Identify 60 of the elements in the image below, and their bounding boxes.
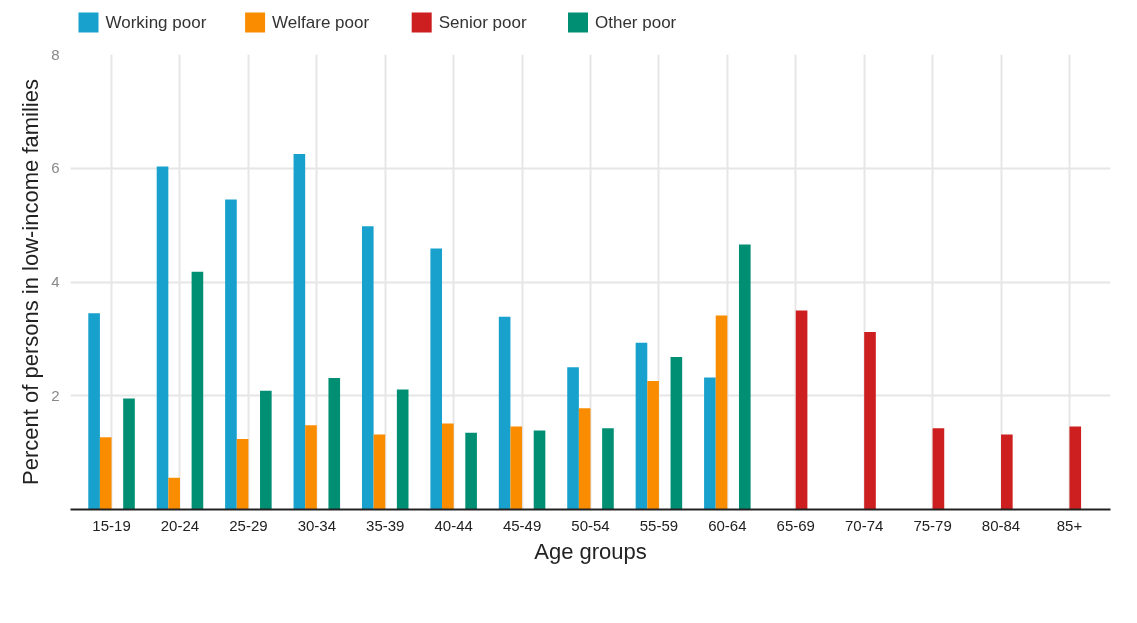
bar	[670, 357, 683, 510]
bar	[498, 316, 511, 510]
bar	[396, 389, 409, 510]
bar	[260, 390, 272, 510]
bar	[430, 248, 443, 510]
y-axis-title: Percent of persons in low-income families	[18, 79, 44, 485]
bar	[1001, 434, 1013, 510]
bar	[932, 428, 945, 510]
x-tick-label: 50-54	[571, 516, 610, 534]
bar	[305, 425, 317, 510]
x-tick-label: 20-24	[160, 516, 200, 534]
legend-label: Working poor	[105, 13, 207, 32]
bar	[293, 154, 306, 510]
x-tick-label: 45-49	[502, 516, 542, 534]
x-tick-label: 35-39	[366, 516, 405, 534]
x-tick-label: 75-79	[913, 516, 952, 534]
bar	[191, 271, 204, 510]
bar	[361, 226, 374, 510]
x-tick-label: 60-64	[708, 516, 747, 534]
bar	[225, 199, 237, 510]
y-tick-label: 2	[51, 386, 60, 404]
bar	[123, 398, 135, 510]
bar	[578, 408, 591, 510]
legend-label: Welfare poor	[272, 13, 370, 32]
bar	[88, 313, 100, 510]
y-tick-label: 6	[51, 159, 60, 177]
bar	[647, 380, 659, 510]
x-tick-label: 70-74	[845, 516, 884, 534]
x-tick-label: 30-34	[297, 516, 337, 534]
x-tick-label: 15-19	[92, 516, 131, 534]
bar	[704, 377, 716, 510]
bar	[738, 244, 751, 510]
bar	[795, 310, 808, 510]
bar	[864, 332, 876, 510]
bar	[373, 434, 386, 510]
bar	[465, 432, 477, 510]
bar	[715, 315, 728, 510]
x-tick-label: 65-69	[776, 516, 815, 534]
x-tick-label: 25-29	[229, 516, 268, 534]
x-axis-title: Age groups	[534, 538, 647, 564]
x-tick-label: 80-84	[981, 516, 1021, 534]
y-tick-label: 8	[51, 45, 60, 63]
bar	[510, 426, 523, 510]
bar	[99, 437, 112, 510]
legend-label: Other poor	[595, 13, 677, 32]
bar	[442, 423, 454, 510]
bar	[567, 367, 579, 510]
bar	[168, 477, 180, 510]
y-tick-label: 4	[51, 273, 60, 290]
bar	[635, 342, 648, 510]
legend-label: Senior poor	[438, 13, 527, 32]
bar	[156, 166, 169, 510]
bar	[328, 378, 341, 510]
bar	[236, 438, 249, 510]
bar	[533, 430, 546, 510]
bar	[602, 428, 614, 510]
x-tick-label: 55-59	[639, 516, 679, 534]
x-tick-label: 40-44	[434, 516, 473, 534]
bar	[1069, 426, 1082, 510]
x-tick-label: 85+	[1056, 516, 1083, 534]
